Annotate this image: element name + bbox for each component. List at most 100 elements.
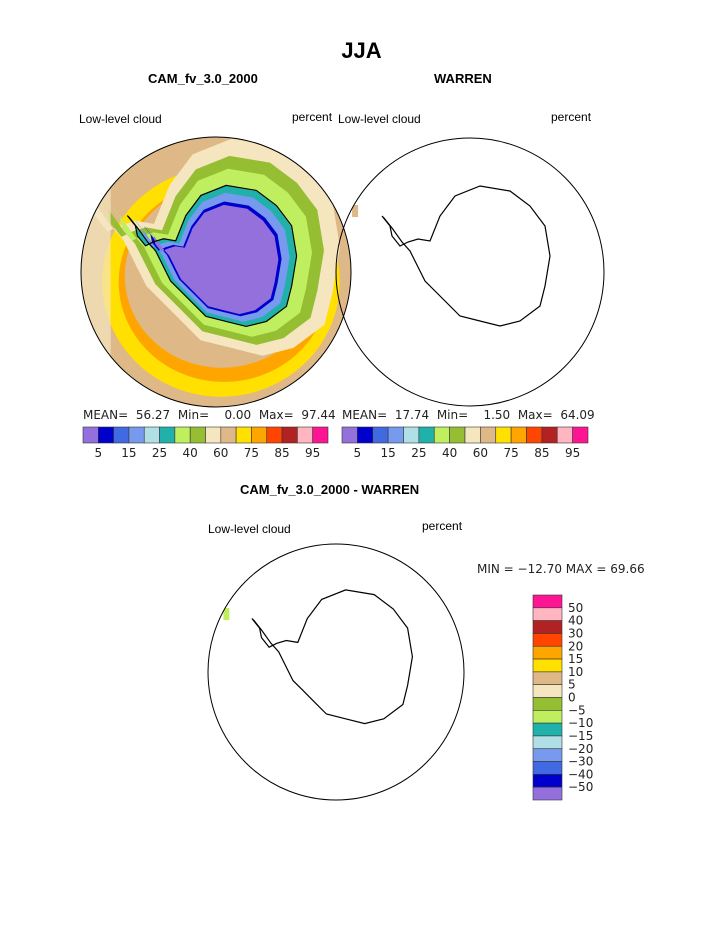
colorbar2-tick-label: 60 xyxy=(473,446,488,460)
colorbar3-tick-label: −15 xyxy=(568,729,593,743)
colorbar1-box xyxy=(128,426,145,444)
colorbar2-box xyxy=(418,426,435,444)
colorbar2-box xyxy=(541,426,558,444)
colorbar1-tick-label: 15 xyxy=(121,446,136,460)
colorbar3-box xyxy=(532,594,563,609)
colorbar3-tick-label: 40 xyxy=(568,614,583,628)
colorbar2-tick-label: 25 xyxy=(411,446,426,460)
colorbar2-box xyxy=(480,426,497,444)
colorbar3-box xyxy=(532,722,563,737)
colorbar1-box xyxy=(251,426,268,444)
colorbar3-box xyxy=(532,684,563,698)
antarctica-coastline xyxy=(381,185,551,327)
colorbar2-box xyxy=(510,426,527,444)
colorbar3-box xyxy=(532,633,563,647)
panel3-units: percent xyxy=(422,519,463,533)
colorbar1-box xyxy=(98,426,114,444)
colorbar3-tick-label: 0 xyxy=(568,691,576,705)
map-fill xyxy=(223,608,230,620)
colorbar2-box xyxy=(357,426,374,444)
map1 xyxy=(80,136,352,408)
colorbar3-tick-label: 20 xyxy=(568,639,583,653)
colorbar1-box xyxy=(205,426,222,444)
map3 xyxy=(207,543,465,801)
colorbar2-tick-label: 95 xyxy=(565,446,580,460)
colorbar3-tick-label: 30 xyxy=(568,626,583,640)
antarctica-coastline xyxy=(251,589,414,725)
colorbar2-box xyxy=(464,426,481,444)
colorbar2-box xyxy=(526,426,543,444)
figure-title: JJA xyxy=(341,38,382,63)
colorbar3-box xyxy=(532,748,563,762)
colorbar1-tick-label: 60 xyxy=(213,446,228,460)
colorbar3-tick-label: 15 xyxy=(568,652,583,666)
colorbar3-tick-label: −10 xyxy=(568,716,593,730)
colorbar3-tick-label: 50 xyxy=(568,601,583,615)
colorbar3-tick-label: −40 xyxy=(568,767,593,781)
colorbar3-tick-label: −50 xyxy=(568,780,593,794)
colorbar1-box xyxy=(297,426,313,444)
colorbar3-tick-label: 10 xyxy=(568,665,583,679)
panel2-units: percent xyxy=(551,110,592,124)
colorbar1-box xyxy=(82,426,99,444)
map-boundary xyxy=(80,136,352,408)
antarctica-coastline xyxy=(126,184,298,328)
colorbar3-tick-label: −30 xyxy=(568,755,593,769)
colorbar1-box xyxy=(220,426,237,444)
colorbar2-box xyxy=(572,426,589,444)
colorbar3-tick-label: −5 xyxy=(568,703,586,717)
colorbar2-tick-label: 85 xyxy=(534,446,549,460)
colorbar2-box xyxy=(341,426,358,444)
colorbar3-box xyxy=(532,697,563,711)
colorbar1-box xyxy=(159,426,176,444)
colorbar3-box xyxy=(532,607,563,621)
colorbar3-box xyxy=(532,645,563,660)
colorbar1-tick-label: 25 xyxy=(152,446,167,460)
colorbar1-box xyxy=(281,426,298,444)
panel1-title: CAM_fv_3.0_2000 xyxy=(148,71,258,86)
colorbar3-tick-label: 5 xyxy=(568,678,576,692)
panel1-stats: MEAN= 56.27 Min= 0.00 Max= 97.44 xyxy=(83,408,336,422)
colorbar1-box xyxy=(235,426,252,444)
panel3-minmax: MIN = −12.70 MAX = 69.66 xyxy=(477,562,645,576)
colorbar3-box xyxy=(532,774,563,788)
colorbar3-box xyxy=(532,710,563,724)
colorbar2-tick-label: 15 xyxy=(380,446,395,460)
panel3-title: CAM_fv_3.0_2000 - WARREN xyxy=(240,482,420,497)
colorbar3-box xyxy=(532,620,563,634)
colorbar2-box xyxy=(495,426,512,444)
colorbar2-box xyxy=(387,426,404,444)
colorbar1-box xyxy=(189,426,206,444)
colorbar2-box xyxy=(403,426,420,444)
field-patch xyxy=(223,608,230,620)
map-boundary xyxy=(335,137,605,407)
field-wheat-west xyxy=(81,137,111,407)
colorbar2-box xyxy=(449,426,466,444)
colorbar1-tick-label: 40 xyxy=(183,446,198,460)
map-fill xyxy=(352,205,359,217)
colorbar1-tick-label: 85 xyxy=(274,446,289,460)
colorbar1-tick-label: 75 xyxy=(244,446,259,460)
colorbar2-tick-label: 75 xyxy=(503,446,518,460)
colorbar3-box xyxy=(532,735,563,750)
panel2-title: WARREN xyxy=(434,71,492,86)
colorbar3-tick-label: −20 xyxy=(568,742,593,756)
colorbar2-box xyxy=(556,426,573,444)
colorbar2-box xyxy=(433,426,450,444)
colorbar2-tick-label: 5 xyxy=(354,446,362,460)
map-fill xyxy=(81,137,351,407)
panel2-stats: MEAN= 17.74 Min= 1.50 Max= 64.09 xyxy=(342,408,595,422)
panel3-variable: Low-level cloud xyxy=(208,522,291,536)
colorbar3-box xyxy=(532,671,563,685)
colorbar3-box xyxy=(532,658,563,673)
colorbar2-tick-label: 40 xyxy=(442,446,457,460)
field-purple xyxy=(147,204,279,315)
colorbar1-box xyxy=(312,426,329,444)
colorbar1-box xyxy=(143,426,160,444)
panel1-variable: Low-level cloud xyxy=(79,112,162,126)
colorbar3-box xyxy=(532,761,563,775)
colorbar2-box xyxy=(372,426,389,444)
field-patch xyxy=(352,205,359,217)
